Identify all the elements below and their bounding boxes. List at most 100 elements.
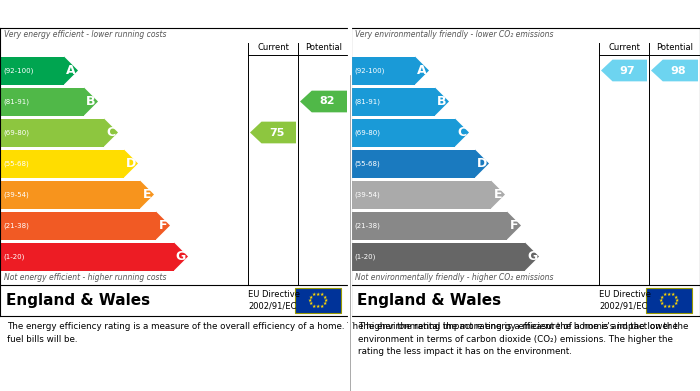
Text: Very environmentally friendly - lower CO₂ emissions: Very environmentally friendly - lower CO… bbox=[355, 30, 554, 39]
Text: 97: 97 bbox=[620, 66, 636, 75]
Text: ★: ★ bbox=[660, 295, 664, 300]
Text: B: B bbox=[438, 95, 447, 108]
Text: (55-68): (55-68) bbox=[354, 160, 379, 167]
Text: ★: ★ bbox=[323, 301, 327, 306]
Text: ★: ★ bbox=[667, 305, 671, 309]
Bar bbox=[646, 288, 692, 313]
Polygon shape bbox=[64, 57, 78, 84]
Polygon shape bbox=[455, 118, 469, 147]
Text: ★: ★ bbox=[663, 292, 667, 298]
Polygon shape bbox=[124, 149, 138, 178]
Text: D: D bbox=[477, 157, 487, 170]
Polygon shape bbox=[140, 181, 154, 208]
Text: The environmental impact rating is a measure of a home's impact on the environme: The environmental impact rating is a mea… bbox=[358, 322, 678, 356]
Text: Environmental Impact (CO₂) Rating: Environmental Impact (CO₂) Rating bbox=[358, 7, 604, 20]
Bar bbox=[351, 88, 435, 115]
Text: A: A bbox=[66, 64, 76, 77]
Polygon shape bbox=[84, 88, 98, 115]
Text: ★: ★ bbox=[659, 298, 663, 303]
Polygon shape bbox=[250, 122, 296, 143]
Text: 98: 98 bbox=[670, 66, 686, 75]
Text: ★: ★ bbox=[673, 301, 678, 306]
Text: ★: ★ bbox=[660, 301, 664, 306]
Text: (69-80): (69-80) bbox=[3, 129, 29, 136]
Text: F: F bbox=[510, 219, 518, 232]
Text: B: B bbox=[86, 95, 96, 108]
Text: ★: ★ bbox=[309, 295, 314, 300]
Text: G: G bbox=[527, 250, 537, 263]
Bar bbox=[0, 181, 140, 208]
Bar bbox=[0, 88, 84, 115]
Text: ★: ★ bbox=[320, 292, 324, 298]
Text: ★: ★ bbox=[663, 303, 667, 308]
Polygon shape bbox=[435, 88, 449, 115]
Polygon shape bbox=[174, 242, 188, 271]
Text: E: E bbox=[494, 188, 503, 201]
Bar bbox=[351, 57, 415, 84]
Text: E: E bbox=[143, 188, 151, 201]
Text: C: C bbox=[106, 126, 116, 139]
Text: ★: ★ bbox=[324, 298, 328, 303]
Text: D: D bbox=[126, 157, 136, 170]
Text: ★: ★ bbox=[312, 292, 316, 298]
Text: (81-91): (81-91) bbox=[354, 98, 380, 105]
Text: (1-20): (1-20) bbox=[354, 253, 375, 260]
Text: (39-54): (39-54) bbox=[3, 191, 29, 198]
Text: ★: ★ bbox=[675, 298, 679, 303]
Text: ★: ★ bbox=[320, 303, 324, 308]
Text: Potential: Potential bbox=[305, 43, 342, 52]
Text: (21-38): (21-38) bbox=[354, 222, 380, 229]
Text: ★: ★ bbox=[316, 292, 320, 297]
Bar bbox=[0, 57, 64, 84]
Text: C: C bbox=[457, 126, 467, 139]
Text: 75: 75 bbox=[269, 127, 284, 138]
Text: (69-80): (69-80) bbox=[354, 129, 380, 136]
Text: 82: 82 bbox=[319, 97, 335, 106]
Text: The energy efficiency rating is a measure of the overall efficiency of a home. T: The energy efficiency rating is a measur… bbox=[7, 322, 688, 344]
Text: ★: ★ bbox=[309, 301, 314, 306]
Polygon shape bbox=[651, 60, 698, 81]
Text: (39-54): (39-54) bbox=[354, 191, 379, 198]
Polygon shape bbox=[507, 212, 521, 240]
Text: Energy Efficiency Rating: Energy Efficiency Rating bbox=[7, 7, 178, 20]
Text: ★: ★ bbox=[671, 303, 676, 308]
Text: (1-20): (1-20) bbox=[3, 253, 25, 260]
Bar bbox=[351, 212, 507, 240]
Bar bbox=[351, 242, 525, 271]
Polygon shape bbox=[300, 91, 347, 112]
Bar bbox=[0, 118, 104, 147]
Text: Current: Current bbox=[257, 43, 289, 52]
Bar bbox=[0, 242, 174, 271]
Polygon shape bbox=[601, 60, 647, 81]
Text: England & Wales: England & Wales bbox=[357, 293, 501, 308]
Text: G: G bbox=[176, 250, 186, 263]
Polygon shape bbox=[525, 242, 539, 271]
Text: (92-100): (92-100) bbox=[3, 67, 34, 74]
Polygon shape bbox=[156, 212, 170, 240]
Text: Potential: Potential bbox=[656, 43, 693, 52]
Bar bbox=[351, 181, 491, 208]
Text: Not energy efficient - higher running costs: Not energy efficient - higher running co… bbox=[4, 273, 167, 282]
Bar bbox=[0, 149, 124, 178]
Text: Current: Current bbox=[608, 43, 640, 52]
Polygon shape bbox=[104, 118, 118, 147]
Text: Not environmentally friendly - higher CO₂ emissions: Not environmentally friendly - higher CO… bbox=[355, 273, 554, 282]
Bar bbox=[295, 288, 341, 313]
Text: ★: ★ bbox=[308, 298, 312, 303]
Text: ★: ★ bbox=[671, 292, 676, 298]
Text: England & Wales: England & Wales bbox=[6, 293, 150, 308]
Text: (55-68): (55-68) bbox=[3, 160, 29, 167]
Text: ★: ★ bbox=[312, 303, 316, 308]
Text: (81-91): (81-91) bbox=[3, 98, 29, 105]
Bar bbox=[351, 118, 455, 147]
Text: EU Directive
2002/91/EC: EU Directive 2002/91/EC bbox=[248, 291, 300, 310]
Text: A: A bbox=[417, 64, 427, 77]
Text: (92-100): (92-100) bbox=[354, 67, 384, 74]
Bar bbox=[0, 212, 156, 240]
Polygon shape bbox=[415, 57, 429, 84]
Text: (21-38): (21-38) bbox=[3, 222, 29, 229]
Text: ★: ★ bbox=[673, 295, 678, 300]
Polygon shape bbox=[491, 181, 505, 208]
Text: ★: ★ bbox=[316, 305, 320, 309]
Text: Very energy efficient - lower running costs: Very energy efficient - lower running co… bbox=[4, 30, 167, 39]
